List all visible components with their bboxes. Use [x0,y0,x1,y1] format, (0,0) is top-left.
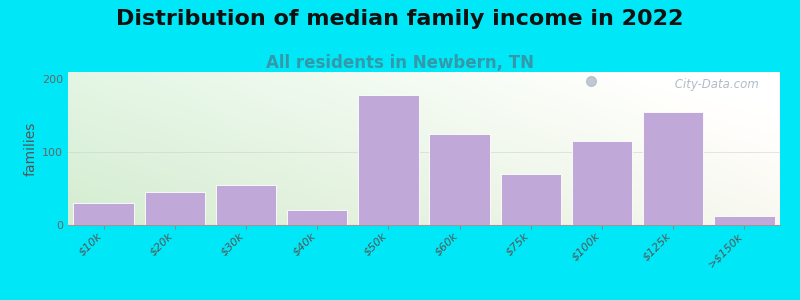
Bar [714,215,774,225]
Y-axis label: families: families [24,121,38,176]
Bar [643,112,703,225]
Text: All residents in Newbern, TN: All residents in Newbern, TN [266,54,534,72]
Bar [145,192,205,225]
Bar [430,134,490,225]
Bar [287,210,347,225]
Bar [501,174,561,225]
Text: Distribution of median family income in 2022: Distribution of median family income in … [116,9,684,29]
Bar [358,95,418,225]
Text: City-Data.com: City-Data.com [670,78,758,91]
Bar [74,203,134,225]
Bar [216,185,276,225]
Bar [572,141,632,225]
